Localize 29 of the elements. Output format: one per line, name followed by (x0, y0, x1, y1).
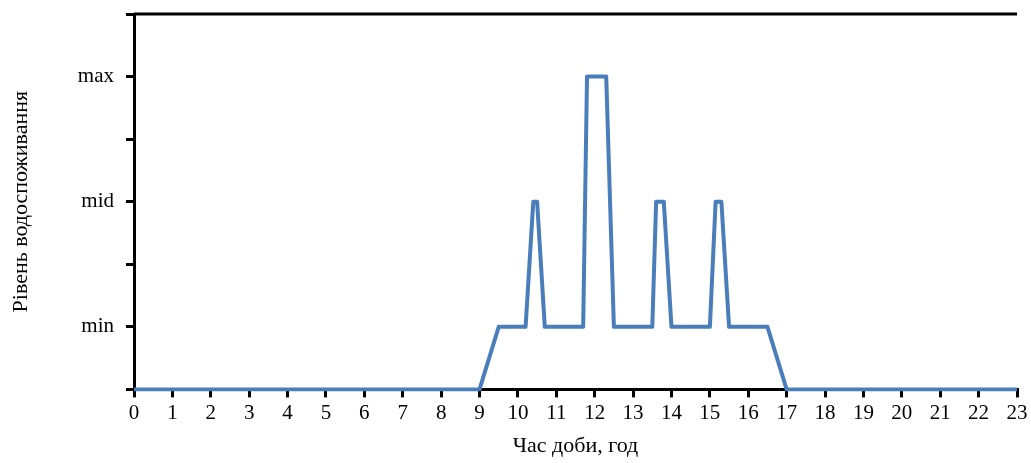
x-tick-label: 1 (167, 399, 178, 424)
x-tick-label: 7 (397, 399, 408, 424)
text: max (77, 63, 115, 88)
x-tick-label: 14 (660, 399, 683, 424)
x-tick-label: 19 (852, 399, 874, 424)
x-tick-label: 11 (546, 399, 567, 424)
text: min (81, 313, 115, 338)
x-axis-title: Час доби, год (512, 431, 639, 457)
x-tick-label: 15 (699, 399, 721, 424)
x-tick-label: 16 (737, 399, 759, 424)
x-tick-label: 20 (891, 399, 913, 424)
x-tick-label: 4 (282, 399, 294, 424)
x-tick-label: 10 (507, 399, 529, 424)
x-tick-label: 17 (776, 399, 798, 424)
x-tick-label: 21 (929, 399, 951, 424)
text: mid (81, 188, 115, 213)
x-tick-label: 6 (359, 399, 370, 424)
x-tick-label: 22 (968, 399, 990, 424)
x-tick-label: 8 (435, 399, 447, 424)
x-tick-label: 18 (814, 399, 836, 424)
x-tick-label: 2 (205, 399, 217, 424)
x-tick-label: 23 (1006, 399, 1028, 424)
x-tick-label: 13 (622, 399, 644, 424)
y-axis-title: Рівень водоспоживання (6, 90, 32, 313)
x-tick-label: 5 (320, 399, 332, 424)
x-tick-label: 3 (243, 399, 255, 424)
x-tick-label: 0 (128, 399, 140, 424)
x-tick-label: 12 (584, 399, 606, 424)
x-tick-label: 9 (474, 399, 485, 424)
